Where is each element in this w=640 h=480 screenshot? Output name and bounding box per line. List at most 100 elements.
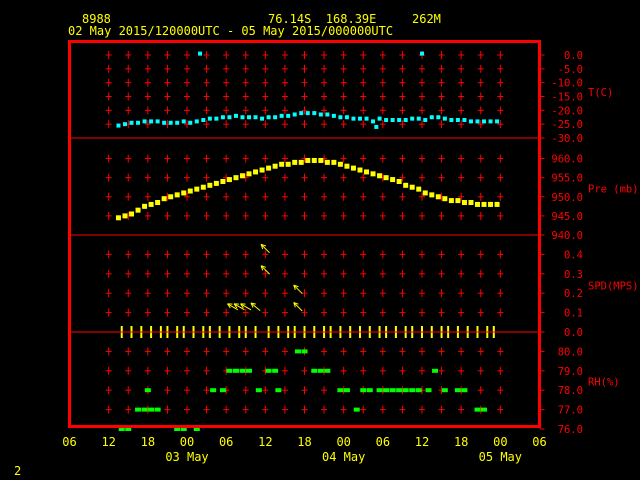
- wind-arrow: [227, 303, 239, 311]
- pressure-point: [442, 196, 448, 202]
- wind-arrow-head: [293, 302, 296, 308]
- temperature-point: [273, 115, 278, 120]
- wind-tick-label: 0.1: [564, 308, 583, 320]
- humidity-tick-label: 78.0: [558, 385, 583, 397]
- pressure-point: [142, 203, 148, 209]
- temperature-tick-label: -30.0: [551, 133, 583, 145]
- wind-arrow-head: [240, 303, 244, 309]
- wind-tick-label: 0.3: [564, 269, 583, 281]
- pressure-point: [377, 173, 383, 179]
- humidity-point: [389, 388, 396, 393]
- humidity-point: [272, 368, 279, 373]
- pressure-point: [253, 169, 259, 175]
- temperature-point: [220, 115, 225, 120]
- x-day-label: 03 May: [165, 450, 208, 464]
- pressure-point: [481, 201, 487, 207]
- pressure-point: [357, 167, 363, 173]
- temperature-point: [410, 116, 415, 121]
- humidity-point: [402, 388, 409, 393]
- temperature-tick-label: -25.0: [551, 119, 583, 131]
- pressure-tick-label: 960.0: [551, 154, 583, 166]
- pressure-panel-label: Pre (mb): [588, 184, 639, 196]
- pressure-point: [220, 178, 226, 184]
- humidity-tick-label: 79.0: [558, 366, 583, 378]
- x-tick-label: 00: [180, 435, 194, 449]
- humidity-point: [360, 388, 367, 393]
- temperature-point: [455, 118, 460, 123]
- humidity-tick-label: 77.0: [558, 405, 583, 417]
- temperature-point: [371, 119, 376, 124]
- pressure-point: [364, 169, 370, 175]
- humidity-point: [232, 368, 239, 373]
- pressure-point: [448, 198, 454, 204]
- humidity-point: [343, 388, 350, 393]
- pressure-point: [279, 161, 285, 167]
- wind-arrow-head: [233, 303, 238, 309]
- temperature-point: [351, 116, 356, 121]
- plot-frame: [68, 40, 541, 428]
- wind-arrow-head: [250, 302, 254, 308]
- x-tick-label: 06: [62, 435, 76, 449]
- humidity-point: [294, 349, 301, 354]
- pressure-point: [259, 167, 265, 173]
- pressure-point: [298, 159, 304, 165]
- wind-tick-label: 0.0: [564, 327, 583, 339]
- pressure-point: [129, 211, 135, 217]
- temperature-point: [279, 113, 284, 118]
- wind-arrow-head: [293, 284, 299, 288]
- temperature-point: [338, 115, 343, 120]
- pressure-point: [233, 175, 239, 181]
- wind-tick-label: 0.2: [564, 288, 583, 300]
- pressure-point: [115, 215, 121, 221]
- humidity-point: [311, 368, 318, 373]
- wind-arrow-head: [250, 302, 256, 305]
- temperature-point: [129, 120, 134, 125]
- humidity-point: [141, 407, 148, 412]
- pressure-point: [168, 194, 174, 200]
- data-points: [115, 51, 500, 431]
- humidity-panel-label: RH(%): [588, 376, 620, 388]
- wind-arrow: [260, 265, 270, 275]
- temperature-point: [416, 116, 421, 121]
- pressure-point: [396, 178, 402, 184]
- wind-arrow-head: [227, 303, 231, 309]
- x-tick-label: 06: [219, 435, 233, 449]
- temperature-point: [344, 115, 349, 120]
- temperature-point: [377, 116, 382, 121]
- wind-arrow: [233, 303, 245, 311]
- temperature-point: [168, 120, 173, 125]
- pressure-point: [174, 192, 180, 198]
- pressure-point: [194, 186, 200, 192]
- pressure-point: [207, 182, 213, 188]
- humidity-point: [432, 368, 439, 373]
- humidity-point: [219, 388, 226, 393]
- temperature-point: [374, 124, 379, 129]
- temperature-point: [142, 119, 147, 124]
- humidity-point: [154, 407, 161, 412]
- pressure-point: [213, 180, 219, 186]
- humidity-point: [193, 427, 200, 431]
- pressure-point: [383, 175, 389, 181]
- humidity-point: [226, 368, 233, 373]
- temperature-tick-label: -10.0: [551, 78, 583, 90]
- pressure-point: [318, 157, 324, 163]
- temperature-point: [175, 120, 180, 125]
- humidity-point: [454, 388, 461, 393]
- temperature-point: [364, 116, 369, 121]
- pressure-point: [200, 184, 206, 190]
- x-tick-label: 06: [532, 435, 546, 449]
- pressure-point: [344, 163, 350, 169]
- temperature-point: [149, 119, 154, 124]
- humidity-point: [409, 388, 416, 393]
- x-tick-label: 06: [376, 435, 390, 449]
- temperature-point: [482, 119, 487, 124]
- temperature-point: [305, 111, 310, 116]
- x-tick-label: 18: [297, 435, 311, 449]
- pressure-point: [285, 161, 291, 167]
- pressure-tick-label: 945.0: [551, 211, 583, 223]
- humidity-point: [353, 407, 360, 412]
- x-tick-label: 18: [141, 435, 155, 449]
- wind-arrow: [260, 243, 270, 254]
- temperature-point: [449, 118, 454, 123]
